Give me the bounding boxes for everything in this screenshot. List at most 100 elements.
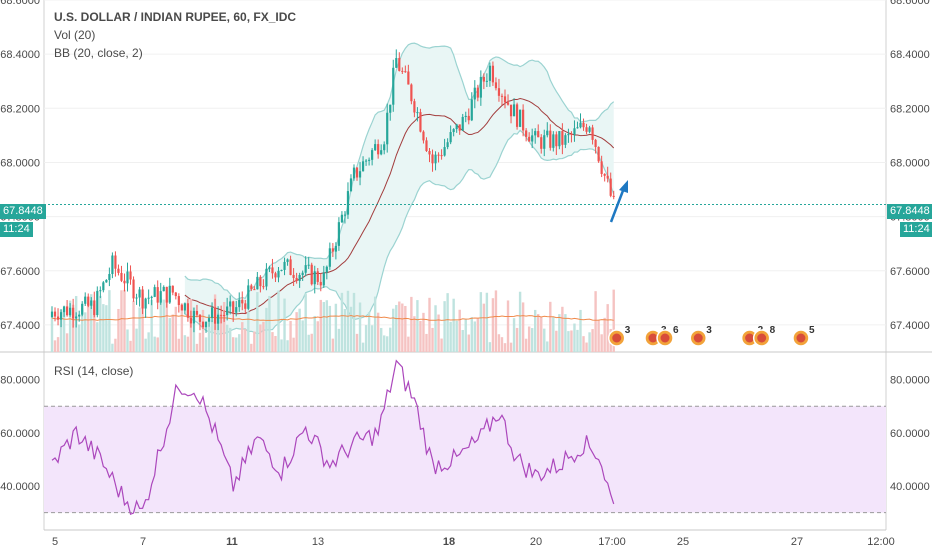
volume-bar [552,316,555,352]
volume-bar [204,337,208,352]
candle-body [108,274,111,280]
candle-body [440,155,443,157]
time-tick: 11 [226,536,238,548]
candle-body [316,271,319,282]
volume-bar [247,311,250,352]
volume-bar [355,333,359,352]
volume-bar [156,337,159,352]
candle-body [247,285,250,309]
volume-bar [250,343,253,352]
candle-body [201,321,205,328]
volume-bar [241,322,244,352]
volume-bar [295,312,298,352]
candle-body [174,292,177,297]
volume-bar [201,309,205,352]
volume-bar [558,314,561,352]
price-tick-left: 68.0000 [0,157,40,169]
volume-bar [582,336,585,352]
volume-bar [401,303,404,352]
volume-bar [358,302,362,352]
volume-bar [461,330,464,352]
volume-bar [561,306,564,352]
candle-body [355,167,359,178]
volume-bar [159,297,162,352]
candle-body [304,265,307,273]
volume-bar [123,289,126,352]
candle-body [298,275,301,281]
volume-bar [503,343,507,352]
volume-bar [512,318,516,352]
candle-body [331,248,334,252]
candle-body [198,314,202,322]
rsi-tick-left: 60.0000 [0,428,40,440]
candle-body [87,296,90,306]
candle-body [280,269,283,271]
volume-bar [50,317,54,352]
rsi-tick-right: 60.0000 [890,428,930,440]
candle-body [579,122,582,128]
candle-body [561,131,564,145]
volume-bar [114,338,117,352]
candle-body [552,134,555,148]
candle-body [295,277,298,281]
bb-legend: BB (20, close, 2) [54,46,143,60]
volume-bar [126,329,129,352]
volume-bar [458,309,461,352]
countdown-tag-left: 11:24 [0,222,33,237]
candle-body [126,271,129,284]
volume-bar [352,292,356,352]
price-tick-right: 67.4000 [890,320,930,332]
candle-body [392,67,395,105]
rsi-tick-right: 40.0000 [890,481,930,493]
candle-body [313,271,316,285]
candle-body [244,303,247,309]
candle-body [286,259,289,262]
candle-body [232,301,235,313]
candle-body [476,87,479,98]
volume-bar [277,290,280,352]
volume-bar [232,337,235,352]
volume-bar [120,290,123,352]
volume-bar [253,331,256,352]
candle-body [497,88,501,96]
candle-body [144,298,147,309]
volume-bar [129,340,132,352]
volume-bar [479,292,483,352]
candle-body [446,142,449,148]
volume-bar [162,299,165,352]
bb-fill [184,43,614,335]
volume-bar [343,308,347,352]
economic-event-flag-icon [693,333,703,343]
candle-body [564,135,567,145]
volume-bar [262,321,265,352]
candle-body [262,286,265,288]
volume-bar [90,294,93,352]
trend-arrow-head [619,180,628,193]
volume-bar [132,300,135,352]
candle-body [422,131,425,141]
candle-body [543,135,546,149]
candle-body [301,272,304,276]
candle-body [78,314,81,317]
candle-body [283,261,286,270]
volume-bar [491,298,495,352]
volume-bar [84,312,87,352]
candle-body [259,276,262,287]
volume-bar [540,317,543,352]
candle-body [449,132,452,143]
volume-bar [53,340,57,352]
candle-body [479,76,482,98]
candle-body [358,171,362,178]
candle-body [570,134,573,136]
volume-bar [428,297,431,352]
candle-body [241,299,244,304]
volume-bar [65,333,69,352]
volume-bar [244,329,247,352]
volume-bar [274,335,277,352]
volume-bar [573,323,576,352]
rsi-tick-left: 40.0000 [0,481,40,493]
volume-bar [398,301,401,352]
volume-bar [392,308,395,352]
volume-bar [379,327,383,352]
candle-body [334,245,337,252]
